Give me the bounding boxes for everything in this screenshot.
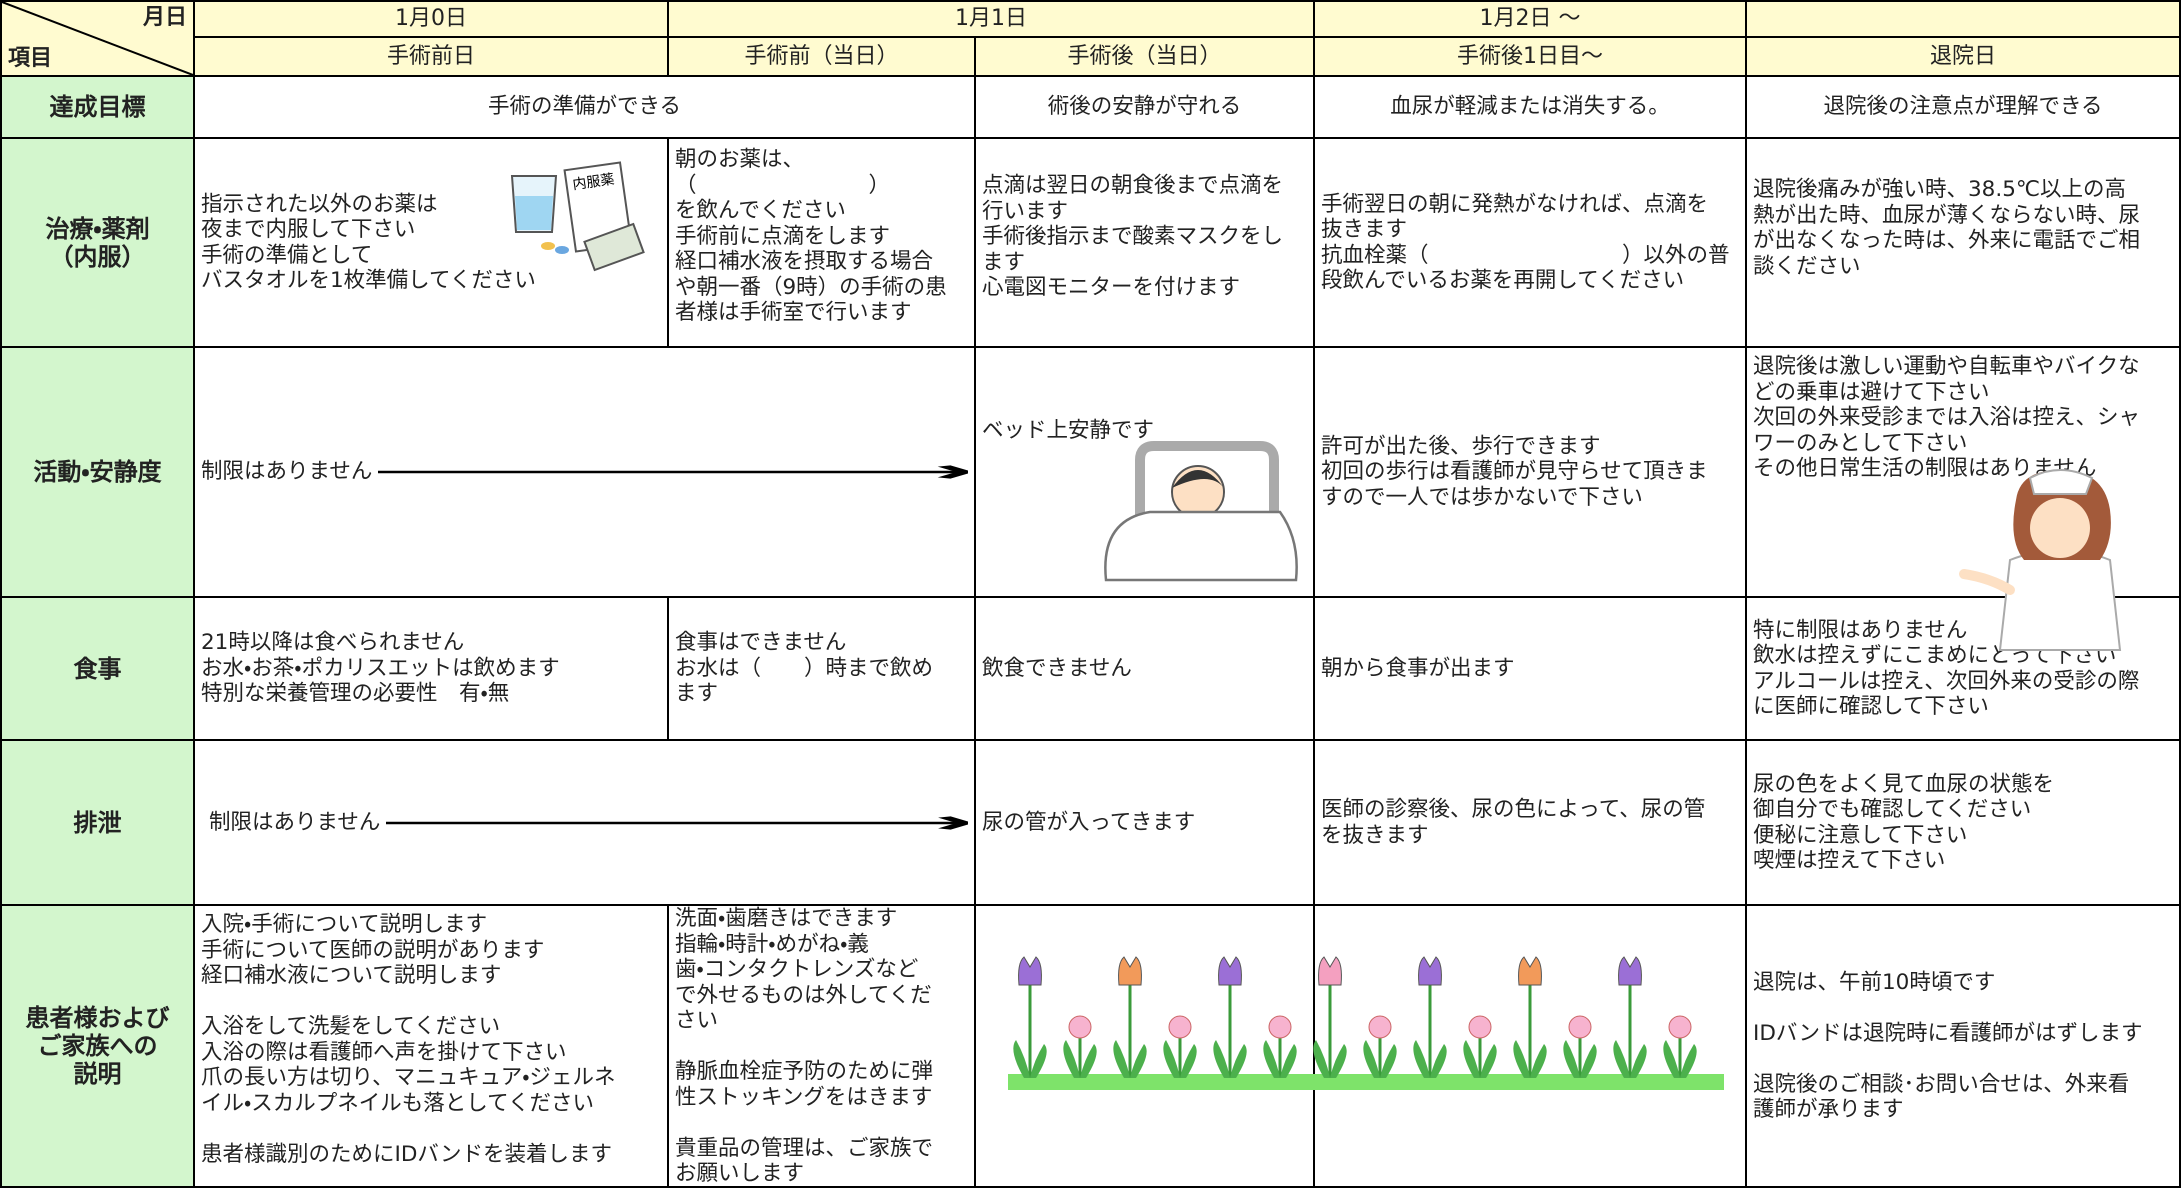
cell-text: 制限はありません — [201, 459, 373, 485]
cell-text: 手術翌日の朝に発熱がなければ、点滴を 抜きます 抗血栓薬（ ）以外の普 段飲んで… — [1315, 139, 1747, 348]
cell-text: 尿の色をよく見て血尿の状態を 御自分でも確認してください 便秘に注意して下さい … — [1747, 741, 2181, 906]
goal: 血尿が軽減または消失する。 — [1315, 77, 1747, 139]
cell-text: 飲食できません — [976, 598, 1315, 741]
cell-text: 入院・手術について説明します 手術について医師の説明があります 経口補水液につい… — [195, 906, 669, 1188]
cell-text: 点滴は翌日の朝食後まで点滴を 行います 手術後指示まで酸素マスクをし ます 心電… — [976, 139, 1315, 348]
date-empty — [1747, 2, 2181, 38]
goal: 退院後の注意点が理解できる — [1747, 77, 2181, 139]
cell-text: 洗面・歯磨きはできます 指輪・時計・めがね・義 歯・コンタクトレンズなど で外せ… — [669, 906, 976, 1188]
row-label: 達成目標 — [2, 77, 195, 139]
arrow — [378, 465, 968, 479]
cell-text: 医師の診察後、尿の色によって、尿の管 を抜きます — [1315, 741, 1747, 906]
cell-text: 退院後痛みが強い時、38.5℃以上の高 熱が出た時、血尿が薄くならない時、尿 が… — [1747, 139, 2181, 348]
item-label: 項目 — [8, 45, 53, 71]
phase: 手術前（当日） — [669, 38, 976, 77]
cell-text: 制限はありません — [209, 809, 381, 835]
row-label: 排泄 — [2, 741, 195, 906]
cell-text: 指示された以外のお薬は 夜まで内服して下さい 手術の準備として バスタオルを1枚… — [195, 139, 669, 348]
phase: 退院日 — [1747, 38, 2181, 77]
cell-text: 食事はできません お水は（ ）時まで飲め ます — [669, 598, 976, 741]
goal: 手術の準備ができる — [195, 77, 976, 139]
date: 1月0日 — [195, 2, 669, 38]
month-day-label: 月日 — [142, 5, 187, 30]
phase: 手術後1日目～ — [1315, 38, 1747, 77]
corner-cell: 月日 項目 — [2, 2, 195, 77]
cell-text: 朝から食事が出ます — [1315, 598, 1747, 741]
row-label: 食事 — [2, 598, 195, 741]
cell-text: 尿の管が入ってきます — [976, 741, 1315, 906]
cell-empty — [1315, 906, 1747, 1188]
goal: 術後の安静が守れる — [976, 77, 1315, 139]
date: 1月1日 — [669, 2, 1315, 38]
phase: 手術後（当日） — [976, 38, 1315, 77]
arrow — [386, 815, 968, 830]
phase: 手術前日 — [195, 38, 669, 77]
date: 1月2日 ～ — [1315, 2, 1747, 38]
cell-arrow: 制限はありません — [195, 741, 976, 906]
cell-text: 朝のお薬は、 （ ） を飲んでください 手術前に点滴をします 経口補水液を摂取す… — [669, 139, 976, 348]
cell-text: 許可が出た後、歩行できます 初回の歩行は看護師が見守らせて頂きま すので一人では… — [1315, 348, 1747, 598]
row-label: 活動・安静度 — [2, 348, 195, 598]
diagonal — [2, 2, 193, 75]
cell-text: 21時以降は食べられません お水・お茶・ポカリスエットは飲めます 特別な栄養管理… — [195, 598, 669, 741]
cell-text: ベッド上安静です — [976, 348, 1315, 598]
cell-arrow: 制限はありません — [195, 348, 976, 598]
cell-text: 退院は、午前10時頃です IDバンドは退院時に看護師がはずします 退院後のご相談… — [1747, 906, 2181, 1188]
cell-text: 特に制限はありません 飲水は控えずにこまめにとって下さい アルコールは控え、次回… — [1747, 598, 2181, 741]
row-label: 治療・薬剤 （内服） — [2, 139, 195, 348]
row-label: 患者様および ご家族への 説明 — [2, 906, 195, 1188]
cell-text: 退院後は激しい運動や自転車やバイクな どの乗車は避けて下さい 次回の外来受診まで… — [1747, 348, 2181, 598]
cell-empty — [976, 906, 1315, 1188]
